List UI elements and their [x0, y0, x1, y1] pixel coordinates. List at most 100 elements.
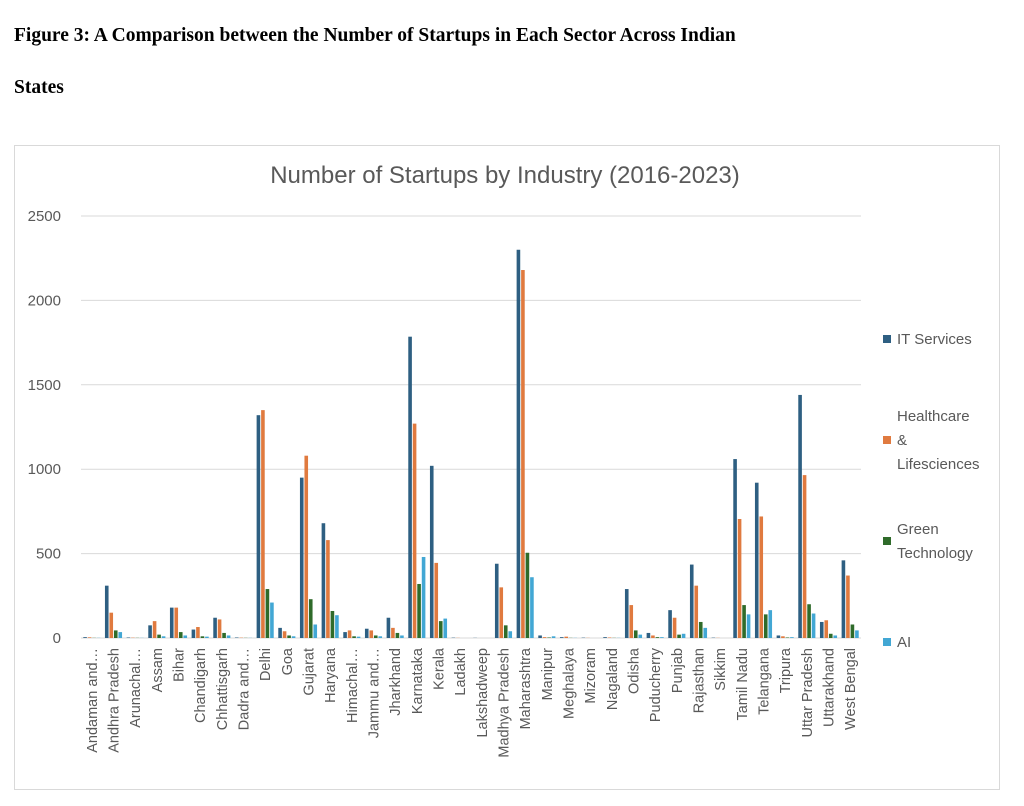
- bar: [521, 270, 525, 638]
- x-tick-label: Jharkhand: [388, 648, 404, 716]
- bar: [109, 612, 114, 638]
- bar: [689, 564, 694, 638]
- bar: [754, 482, 759, 638]
- bar: [559, 637, 564, 638]
- bar: [638, 634, 643, 638]
- bar: [703, 627, 708, 638]
- x-tick-label: Tripura: [778, 647, 794, 693]
- bar: [126, 637, 131, 638]
- bar: [538, 635, 542, 638]
- bar: [798, 394, 802, 638]
- x-tick-label: Nagaland: [605, 648, 621, 710]
- bar: [205, 636, 209, 638]
- bar: [278, 627, 282, 638]
- y-tick-label: 2000: [28, 292, 61, 309]
- bar: [321, 523, 326, 638]
- bar: [629, 605, 634, 638]
- legend: IT Services Healthcare & Lifesciences Green T…: [883, 331, 980, 651]
- bar: [157, 634, 161, 638]
- bar: [356, 636, 361, 638]
- bar: [828, 633, 833, 638]
- bar: [841, 560, 846, 638]
- bar: [200, 636, 205, 638]
- bar: [508, 631, 513, 638]
- bar: [282, 631, 287, 638]
- bar: [118, 632, 123, 638]
- bar: [326, 540, 330, 638]
- bar: [564, 636, 569, 638]
- bar: [226, 635, 231, 638]
- bar: [737, 519, 742, 638]
- x-tick-label: Himachal…: [345, 648, 361, 723]
- x-tick-label: Karnataka: [410, 647, 426, 714]
- bar: [607, 637, 612, 638]
- y-tick-label: 1500: [28, 377, 61, 394]
- bar: [530, 577, 534, 638]
- y-tick-label: 1000: [28, 461, 61, 478]
- bar: [391, 627, 395, 638]
- x-tick-label: Telangana: [757, 647, 773, 715]
- y-axis-labels: 0 500 1000 1500 2000 2500: [28, 208, 61, 647]
- bar: [378, 636, 383, 638]
- bar: [261, 410, 265, 638]
- bar: [148, 625, 152, 638]
- bar: [790, 637, 794, 638]
- bar: [833, 635, 838, 638]
- bar: [759, 516, 764, 638]
- legend-label: Green: [897, 521, 939, 538]
- legend-label: AI: [897, 634, 911, 651]
- legend-swatch: [883, 335, 891, 343]
- x-tick-label: Odisha: [627, 647, 643, 694]
- bar: [668, 610, 672, 638]
- x-tick-label: Chhattisgarh: [215, 648, 231, 730]
- bar: [408, 336, 412, 638]
- x-tick-label: Puducherry: [648, 647, 664, 722]
- bar: [516, 249, 521, 638]
- bar: [655, 637, 660, 638]
- bar: [547, 637, 551, 638]
- x-tick-label: Ladakh: [453, 648, 469, 696]
- bar: [313, 624, 318, 638]
- x-tick-label: Uttarakhand: [822, 648, 838, 727]
- bar: [256, 415, 261, 638]
- bar: [768, 610, 773, 638]
- x-tick-label: Dadra and…: [237, 648, 253, 730]
- bar: [161, 636, 166, 638]
- x-tick-label: West Bengal: [843, 648, 859, 730]
- figure-caption: Figure 3: A Comparison between the Numbe…: [14, 10, 1004, 114]
- bars: [83, 249, 859, 638]
- bar: [364, 628, 369, 638]
- bar: [551, 636, 556, 638]
- bar: [660, 637, 664, 638]
- bar: [265, 589, 270, 638]
- bar: [291, 636, 296, 638]
- x-tick-label: Uttar Pradesh: [800, 648, 816, 737]
- bar: [429, 465, 434, 638]
- x-tick-label: Rajasthan: [692, 648, 708, 713]
- x-tick-label: Assam: [150, 648, 166, 692]
- bar: [178, 632, 183, 638]
- bar: [222, 632, 226, 638]
- bar: [347, 630, 352, 638]
- bar: [503, 625, 508, 638]
- bar: [434, 562, 439, 638]
- bar: [335, 615, 339, 638]
- bar: [438, 621, 443, 638]
- bar: [174, 607, 179, 638]
- bar: [443, 618, 448, 638]
- bar: [421, 556, 426, 638]
- x-tick-label: Bihar: [172, 648, 188, 682]
- bar: [191, 629, 196, 638]
- legend-label: IT Services: [897, 331, 972, 348]
- bar: [651, 635, 655, 638]
- bar: [633, 630, 638, 638]
- bar: [698, 621, 703, 638]
- figure-caption-line-1: Figure 3: A Comparison between the Numbe…: [14, 25, 736, 46]
- x-tick-label: Tamil Nadu: [735, 648, 751, 721]
- x-axis-labels: Andaman and… Andhra Pradesh Arunachal… Assa…: [85, 647, 859, 758]
- bar: [400, 635, 404, 638]
- x-tick-label: Haryana: [323, 647, 339, 703]
- bar: [542, 637, 547, 638]
- bar: [742, 605, 746, 638]
- bar: [785, 637, 790, 638]
